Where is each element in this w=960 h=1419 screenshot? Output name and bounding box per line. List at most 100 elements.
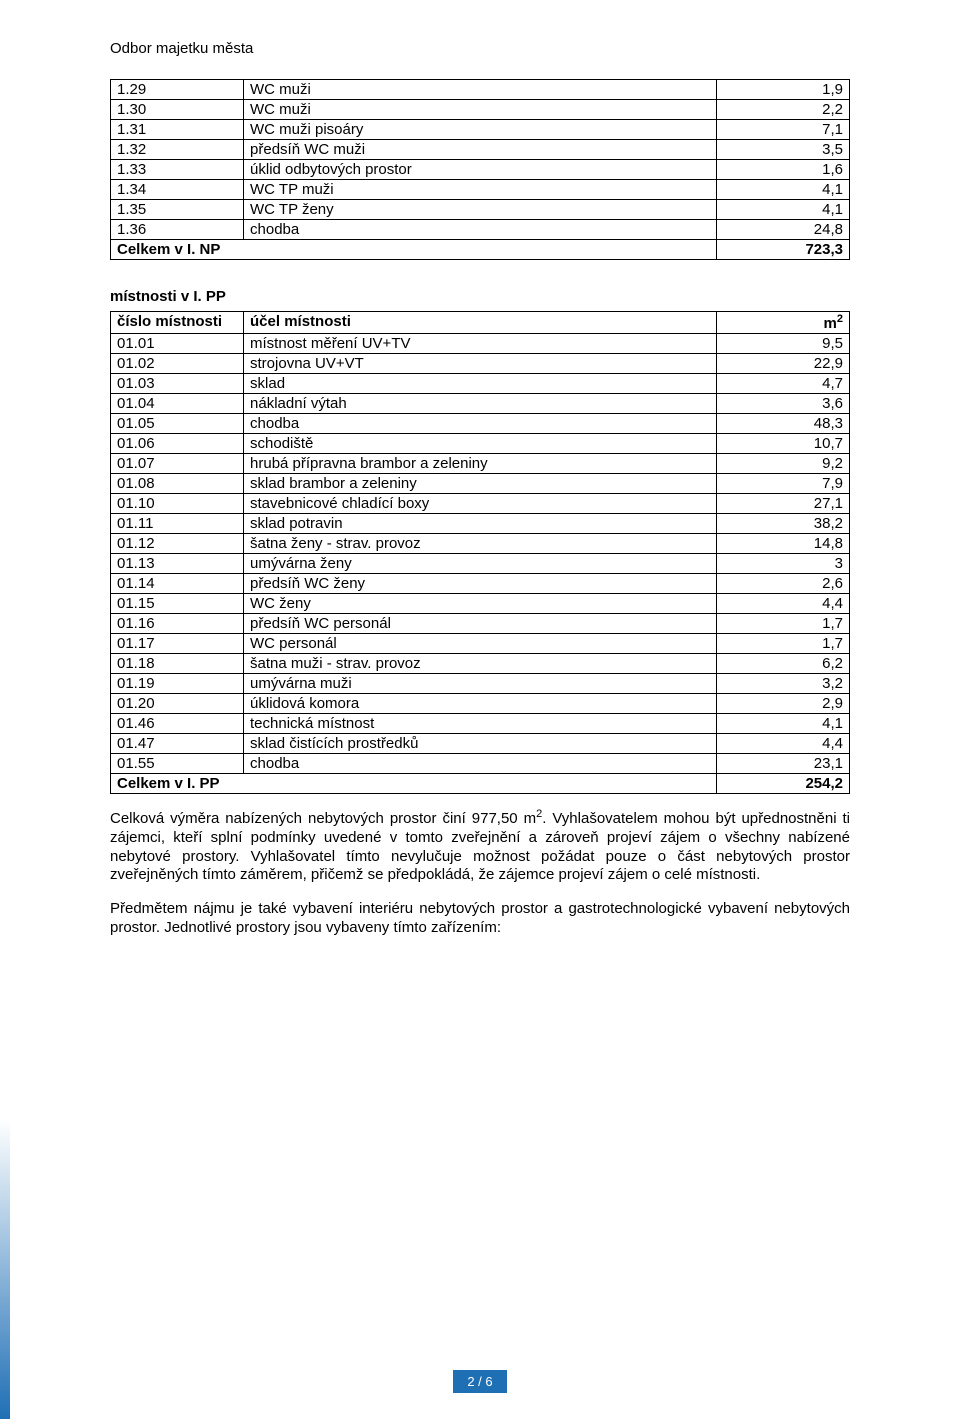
cell-label: šatna muži - strav. provoz <box>244 654 717 674</box>
cell-val: 24,8 <box>716 220 849 240</box>
table-row: 01.13umývárna ženy3 <box>111 554 850 574</box>
cell-num: 1.34 <box>111 180 244 200</box>
table-row: 01.11sklad potravin38,2 <box>111 514 850 534</box>
table-row: 01.08sklad brambor a zeleniny7,9 <box>111 474 850 494</box>
cell-num: 01.10 <box>111 494 244 514</box>
table-row: 1.36chodba24,8 <box>111 220 850 240</box>
cell-val: 14,8 <box>716 534 849 554</box>
paragraph-1: Celková výměra nabízených nebytových pro… <box>110 808 850 885</box>
cell-num: 01.13 <box>111 554 244 574</box>
cell-num: 01.06 <box>111 434 244 454</box>
header-val: m2 <box>716 312 849 334</box>
cell-total-label: Celkem v I. PP <box>111 774 717 794</box>
cell-num: 01.15 <box>111 594 244 614</box>
cell-label: WC TP ženy <box>244 200 717 220</box>
cell-label: předsíň WC muži <box>244 140 717 160</box>
cell-num: 01.12 <box>111 534 244 554</box>
cell-val: 10,7 <box>716 434 849 454</box>
table-row: 01.15WC ženy4,4 <box>111 594 850 614</box>
cell-label: sklad potravin <box>244 514 717 534</box>
table-row: 01.10stavebnicové chladící boxy27,1 <box>111 494 850 514</box>
cell-num: 01.03 <box>111 374 244 394</box>
cell-val: 4,4 <box>716 734 849 754</box>
table-row: 1.35WC TP ženy4,1 <box>111 200 850 220</box>
table-row: 01.03sklad4,7 <box>111 374 850 394</box>
table-total-row: Celkem v I. NP723,3 <box>111 240 850 260</box>
table-row: 01.17WC personál1,7 <box>111 634 850 654</box>
table-row: 01.16předsíň WC personál1,7 <box>111 614 850 634</box>
cell-val: 48,3 <box>716 414 849 434</box>
cell-val: 3,6 <box>716 394 849 414</box>
cell-num: 1.33 <box>111 160 244 180</box>
cell-val: 4,1 <box>716 200 849 220</box>
cell-label: chodba <box>244 414 717 434</box>
table-row: 1.32předsíň WC muži3,5 <box>111 140 850 160</box>
cell-num: 01.14 <box>111 574 244 594</box>
cell-num: 1.29 <box>111 80 244 100</box>
cell-label: chodba <box>244 220 717 240</box>
cell-val: 1,6 <box>716 160 849 180</box>
cell-num: 01.47 <box>111 734 244 754</box>
table-1pp: číslo místnostiúčel místnostim201.01míst… <box>110 311 850 794</box>
cell-label: WC muži <box>244 80 717 100</box>
cell-label: WC muži pisoáry <box>244 120 717 140</box>
cell-label: hrubá přípravna brambor a zeleniny <box>244 454 717 474</box>
cell-num: 1.35 <box>111 200 244 220</box>
cell-num: 01.05 <box>111 414 244 434</box>
cell-val: 2,2 <box>716 100 849 120</box>
cell-num: 01.01 <box>111 334 244 354</box>
department-header: Odbor majetku města <box>110 40 850 57</box>
cell-val: 3 <box>716 554 849 574</box>
table-row: 1.34WC TP muži4,1 <box>111 180 850 200</box>
cell-val: 1,7 <box>716 634 849 654</box>
cell-label: předsíň WC personál <box>244 614 717 634</box>
table-row: 1.31WC muži pisoáry7,1 <box>111 120 850 140</box>
cell-val: 1,9 <box>716 80 849 100</box>
cell-val: 38,2 <box>716 514 849 534</box>
table-row: 1.33úklid odbytových prostor1,6 <box>111 160 850 180</box>
cell-num: 01.07 <box>111 454 244 474</box>
cell-val: 9,2 <box>716 454 849 474</box>
table-row: 01.05chodba48,3 <box>111 414 850 434</box>
cell-label: úklid odbytových prostor <box>244 160 717 180</box>
cell-val: 9,5 <box>716 334 849 354</box>
cell-label: sklad <box>244 374 717 394</box>
cell-num: 01.16 <box>111 614 244 634</box>
cell-val: 7,1 <box>716 120 849 140</box>
table-row: 01.14předsíň WC ženy2,6 <box>111 574 850 594</box>
cell-val: 3,2 <box>716 674 849 694</box>
cell-val: 4,1 <box>716 180 849 200</box>
cell-num: 1.32 <box>111 140 244 160</box>
table-row: 01.06schodiště10,7 <box>111 434 850 454</box>
cell-num: 01.04 <box>111 394 244 414</box>
table-1np: 1.29WC muži1,91.30WC muži2,21.31WC muži … <box>110 79 850 260</box>
cell-val: 1,7 <box>716 614 849 634</box>
header-num: číslo místnosti <box>111 312 244 334</box>
cell-label: technická místnost <box>244 714 717 734</box>
cell-total-val: 723,3 <box>716 240 849 260</box>
cell-label: WC muži <box>244 100 717 120</box>
cell-val: 4,4 <box>716 594 849 614</box>
cell-num: 01.11 <box>111 514 244 534</box>
cell-label: sklad brambor a zeleniny <box>244 474 717 494</box>
table-row: 01.04nákladní výtah3,6 <box>111 394 850 414</box>
cell-label: stavebnicové chladící boxy <box>244 494 717 514</box>
table-row: 01.07hrubá přípravna brambor a zeleniny9… <box>111 454 850 474</box>
cell-num: 01.19 <box>111 674 244 694</box>
cell-num: 1.36 <box>111 220 244 240</box>
cell-val: 2,6 <box>716 574 849 594</box>
cell-val: 2,9 <box>716 694 849 714</box>
cell-num: 1.30 <box>111 100 244 120</box>
para1-text-a: Celková výměra nabízených nebytových pro… <box>110 810 536 827</box>
cell-total-label: Celkem v I. NP <box>111 240 717 260</box>
table-row: 01.02strojovna UV+VT22,9 <box>111 354 850 374</box>
cell-num: 1.31 <box>111 120 244 140</box>
cell-num: 01.18 <box>111 654 244 674</box>
cell-val: 27,1 <box>716 494 849 514</box>
cell-num: 01.17 <box>111 634 244 654</box>
page: Odbor majetku města 1.29WC muži1,91.30WC… <box>0 0 960 1419</box>
cell-label: místnost měření UV+TV <box>244 334 717 354</box>
table-row: 01.55chodba23,1 <box>111 754 850 774</box>
table-header-row: číslo místnostiúčel místnostim2 <box>111 312 850 334</box>
cell-val: 23,1 <box>716 754 849 774</box>
